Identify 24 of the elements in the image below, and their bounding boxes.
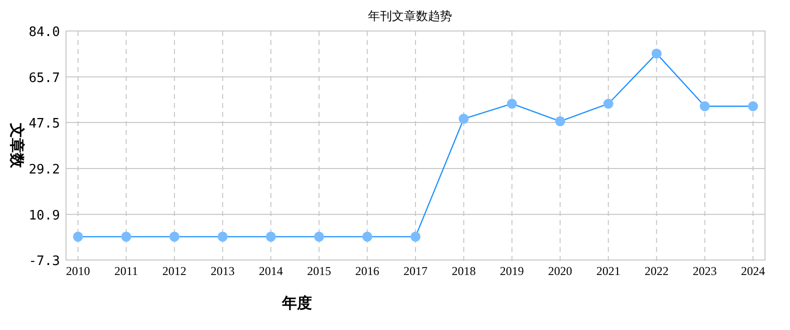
y-tick-label: 84.0 xyxy=(28,25,60,40)
x-tick-label: 2013 xyxy=(210,264,235,278)
x-tick-label: 2019 xyxy=(500,264,524,278)
y-tick-label: 10.9 xyxy=(28,208,60,224)
x-tick-label: 2011 xyxy=(114,264,138,278)
x-tick-label: 2022 xyxy=(644,264,669,278)
y-axis-title: 文章数 xyxy=(8,122,26,169)
x-tick-label: 2023 xyxy=(692,264,717,278)
x-tick-label: 2015 xyxy=(307,264,332,278)
x-axis-title: 年度 xyxy=(281,294,312,312)
x-tick-label: 2021 xyxy=(596,264,620,278)
x-tick-label: 2010 xyxy=(66,264,90,278)
y-tick-label: 47.5 xyxy=(28,116,60,132)
x-tick-label: 2012 xyxy=(162,264,186,278)
y-tick-label: 65.7 xyxy=(28,70,60,86)
x-tick-label: 2016 xyxy=(355,264,380,278)
x-tick-label: 2017 xyxy=(404,264,428,278)
x-tick-label: 2020 xyxy=(548,264,572,278)
y-tick-label: 29.2 xyxy=(28,162,60,178)
x-tick-label: 2024 xyxy=(741,264,765,278)
x-tick-label: 2014 xyxy=(258,264,283,278)
y-tick-label: -7.3 xyxy=(28,254,60,269)
chart-title: 年刊文章数趋势 xyxy=(368,9,452,23)
x-tick-label: 2018 xyxy=(452,264,476,278)
